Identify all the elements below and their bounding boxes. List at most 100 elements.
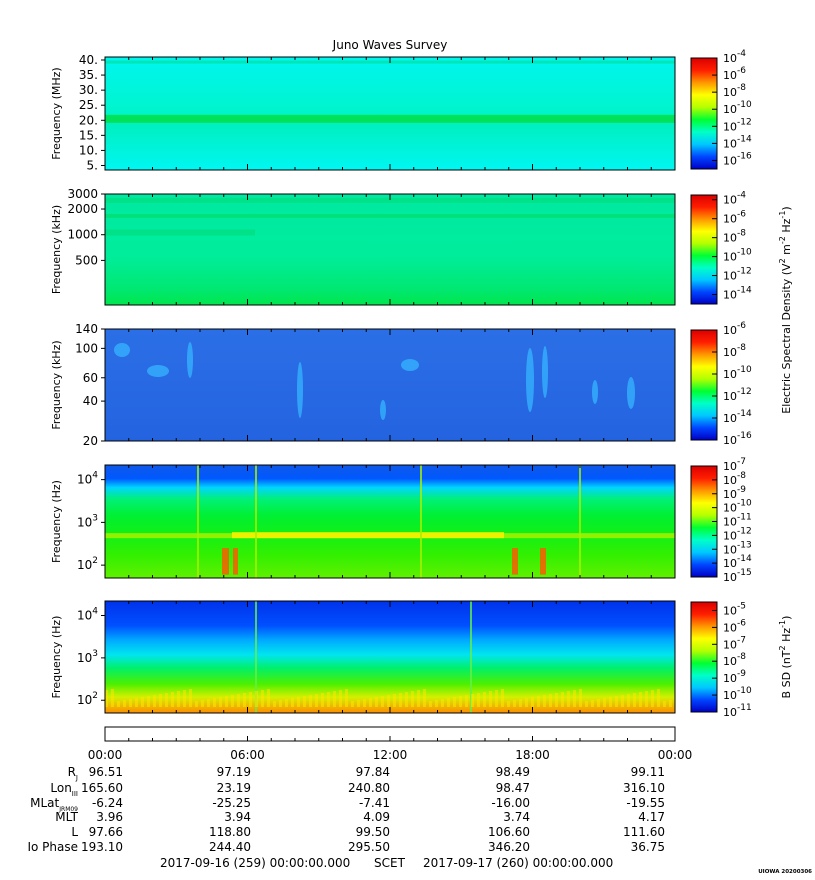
time-tick-label: 00:00 (658, 748, 693, 762)
colorbar-tick-label: 10-15 (723, 568, 752, 584)
colorbar-tick-label: 10-11 (723, 703, 752, 719)
y-tick-label: 15. (79, 128, 98, 142)
colorbar-tick-base: 10 (723, 194, 737, 207)
colorbar-tick-base: 10 (723, 390, 737, 403)
y-tick-label: 10. (79, 143, 98, 157)
colorbar-4: 10-710-810-910-1010-1110-1210-1310-1410-… (690, 457, 752, 584)
ephemeris-value: -16.00 (491, 796, 530, 810)
y-tick-exponent: 4 (92, 471, 98, 481)
ephemeris-value: -7.41 (359, 796, 390, 810)
ephemeris-label: Io Phase (27, 840, 78, 854)
colorbar-tick-label: 10-6 (723, 618, 746, 634)
colorbar-tick-exponent: -4 (737, 191, 746, 201)
ephemeris-label: MLatJRM09 (30, 796, 78, 813)
ephemeris-value: 193.10 (81, 840, 123, 854)
spectral-features (105, 465, 675, 578)
colorbar-tick-label: 10-10 (723, 100, 752, 116)
colorbar-tick-label: 10-4 (723, 49, 746, 65)
colorbar-tick-label: 10-16 (723, 151, 752, 167)
colorbar-tick-base: 10 (723, 621, 737, 634)
footer-scet: SCET (374, 856, 406, 870)
spectral-features (105, 197, 675, 236)
colorbar-tick-label: 10-6 (723, 321, 746, 337)
ephemeris-row: L 97.66 118.80 99.50 106.60 111.60 (71, 825, 665, 839)
colorbar-tick-label: 10-14 (723, 554, 752, 570)
y-tick-exponent: 3 (92, 513, 98, 523)
colorbar-tick-label: 10-6 (723, 210, 746, 226)
colorbar-tick-base: 10 (723, 270, 737, 283)
colorbar-tick-exponent: -10 (737, 686, 752, 696)
colorbar-tick-exponent: -4 (737, 49, 746, 59)
colorbar-tick-base: 10 (723, 638, 737, 651)
ephemeris-value: 244.40 (209, 840, 251, 854)
colorbar-tick-base: 10 (723, 289, 737, 302)
ephemeris-value: -19.55 (626, 796, 665, 810)
y-axis-label: Frequency (kHz) (50, 205, 63, 294)
colorbar-tick-exponent: -12 (737, 267, 752, 277)
time-tick-label: 00:00 (88, 748, 123, 762)
y-tick-label: 103 (77, 513, 98, 529)
y-tick-label: 60 (83, 371, 98, 385)
colorbar-tick-label: 10-4 (723, 191, 746, 207)
time-tick-label: 18:00 (515, 748, 550, 762)
colorbar-tick-base: 10 (723, 706, 737, 719)
y-tick-exponent: 4 (92, 607, 98, 617)
colorbar-tick-base: 10 (723, 604, 737, 617)
y-tick-base: 10 (77, 651, 92, 665)
footer-end-time: 2017-09-17 (260) 00:00:00.000 (423, 856, 613, 870)
colorbar-tick-label: 10-6 (723, 66, 746, 82)
ephemeris-value: 3.96 (96, 810, 123, 824)
y-tick-label: 25. (79, 98, 98, 112)
y-tick-label: 30. (79, 83, 98, 97)
colorbar-tick-label: 10-8 (723, 83, 746, 99)
colorbar-scale (690, 601, 718, 713)
y-tick-base: 10 (77, 609, 92, 623)
colorbar-tick-base: 10 (723, 488, 737, 501)
y-tick-label: 3000 (67, 187, 98, 201)
y-tick-label: 100 (75, 341, 98, 355)
colorbar-tick-exponent: -15 (737, 568, 752, 578)
colorbar-tick-label: 10-12 (723, 267, 752, 283)
colorbar-tick-base: 10 (723, 346, 737, 359)
y-tick-label: 104 (77, 607, 98, 623)
colorbar-tick-exponent: -8 (737, 83, 746, 93)
colorbar-tick-exponent: -14 (737, 286, 752, 296)
ephemeris-value: 106.60 (488, 825, 530, 839)
y-tick-exponent: 2 (92, 556, 98, 566)
ephemeris-row: Io Phase 193.10 244.40 295.50 346.20 36.75 (27, 840, 665, 854)
colorbar-tick-label: 10-10 (723, 499, 752, 515)
y-tick-label: 40 (83, 394, 98, 408)
ephemeris-value: 4.09 (363, 810, 390, 824)
colorbar-tick-label: 10-11 (723, 513, 752, 529)
colorbar-tick-label: 10-8 (723, 652, 746, 668)
ephemeris-value: 98.47 (496, 781, 530, 795)
ephemeris-label: RJ (68, 765, 78, 782)
colorbar-labels: Electric Spectral Density (V2 m-2 Hz-1) B… (778, 206, 793, 698)
colorbar-tick-base: 10 (723, 213, 737, 226)
ephemeris-value: 36.75 (631, 840, 665, 854)
colorbar-tick-label: 10-8 (723, 343, 746, 359)
colorbar-tick-exponent: -14 (737, 134, 752, 144)
ephemeris-value: 4.17 (638, 810, 665, 824)
ephemeris-row: RJ 96.51 97.19 97.84 98.49 99.11 (68, 765, 665, 782)
y-tick-label: 103 (77, 649, 98, 665)
colorbar-tick-label: 10-7 (723, 635, 746, 651)
ephemeris-value: 346.20 (488, 840, 530, 854)
colorbar-tick-label: 10-13 (723, 540, 752, 556)
colorbar-tick-label: 10-14 (723, 409, 752, 425)
colorbar-tick-exponent: -11 (737, 513, 752, 523)
y-axis-label: Frequency (kHz) (50, 340, 63, 429)
spectrogram-image (105, 465, 675, 578)
y-tick-label: 20 (83, 434, 98, 448)
colorbar-tick-label: 10-12 (723, 117, 752, 133)
ephemeris-value: 97.84 (356, 765, 390, 779)
colorbar-tick-exponent: -12 (737, 526, 752, 536)
colorbar-tick-label: 10-16 (723, 431, 752, 447)
colorbar-tick-base: 10 (723, 251, 737, 264)
ephemeris-label: LonIII (50, 781, 78, 798)
time-tick-label: 12:00 (373, 748, 408, 762)
